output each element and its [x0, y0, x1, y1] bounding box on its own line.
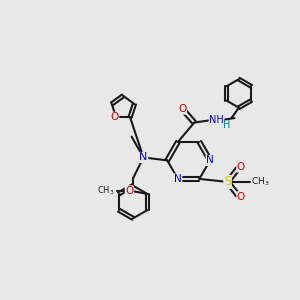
Text: O: O	[110, 112, 119, 122]
Text: O: O	[237, 192, 245, 202]
Text: O: O	[237, 162, 245, 172]
Text: N: N	[206, 155, 214, 165]
Text: NH: NH	[209, 115, 224, 124]
Text: CH$_3$: CH$_3$	[251, 176, 270, 188]
Text: H: H	[223, 120, 230, 130]
Text: O: O	[178, 104, 187, 114]
Text: O: O	[125, 186, 134, 196]
Text: CH$_3$: CH$_3$	[97, 184, 115, 197]
Text: N: N	[174, 174, 182, 184]
Text: S: S	[224, 176, 231, 188]
Text: N: N	[139, 152, 148, 162]
